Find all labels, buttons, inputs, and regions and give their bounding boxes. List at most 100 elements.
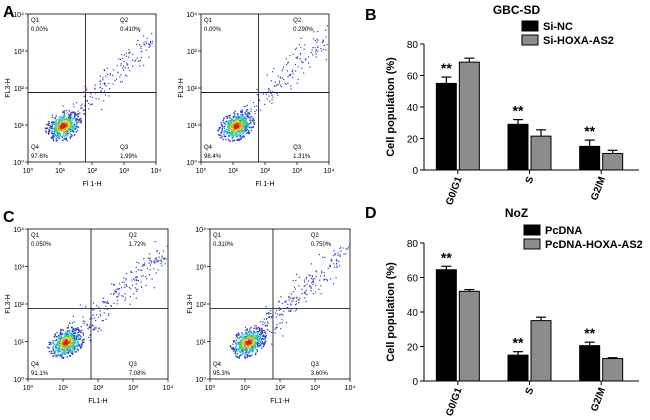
- scatter-point: [279, 314, 281, 316]
- density-point: [258, 338, 260, 340]
- scatter-point: [95, 326, 97, 328]
- density-point: [60, 339, 62, 341]
- density-point: [240, 110, 242, 112]
- density-point: [230, 347, 233, 349]
- density-point: [260, 344, 262, 346]
- density-point: [243, 340, 245, 342]
- scatter-point: [100, 90, 102, 92]
- scatter-point: [264, 324, 266, 326]
- density-point: [67, 121, 69, 124]
- scatter-point: [92, 302, 95, 304]
- bar: [458, 61, 480, 171]
- density-point: [54, 128, 56, 131]
- density-point: [243, 338, 246, 341]
- density-point: [59, 333, 61, 336]
- scatter-point: [320, 293, 322, 295]
- scatter-point: [317, 39, 319, 41]
- density-point: [238, 127, 240, 129]
- density-point: [245, 334, 247, 336]
- density-point: [64, 133, 66, 136]
- density-point: [224, 123, 226, 125]
- density-point: [251, 347, 254, 349]
- density-point: [233, 129, 235, 131]
- scatter-point: [270, 80, 272, 82]
- scatter-point: [136, 276, 138, 278]
- density-point: [237, 119, 240, 121]
- scatter-point: [124, 293, 126, 295]
- density-point: [239, 350, 242, 353]
- scatter-point: [279, 313, 281, 315]
- density-point: [232, 126, 235, 128]
- scatter-point: [89, 325, 91, 328]
- scatter-point: [125, 55, 127, 57]
- density-point: [228, 134, 230, 137]
- scatter-point: [333, 263, 335, 265]
- density-point: [73, 328, 75, 330]
- density-point: [72, 112, 75, 114]
- scatter-point: [140, 286, 143, 288]
- scatter-point: [315, 270, 317, 272]
- density-point: [248, 132, 251, 134]
- scatter-point: [75, 338, 77, 340]
- scatter-point: [100, 87, 102, 89]
- density-point: [234, 118, 237, 120]
- density-point: [57, 133, 59, 136]
- scatter-point: [166, 245, 168, 247]
- density-point: [58, 342, 60, 344]
- scatter-point: [249, 119, 251, 121]
- scatter-point: [348, 244, 351, 246]
- density-point: [255, 337, 258, 340]
- density-point: [244, 349, 246, 351]
- density-point: [243, 336, 245, 339]
- density-point: [73, 124, 75, 126]
- density-point: [59, 118, 61, 120]
- scatter-point: [294, 288, 296, 290]
- quadrant-value: 7.08%: [129, 371, 147, 377]
- scatter-point: [345, 253, 347, 255]
- density-point: [61, 125, 63, 128]
- bar: [530, 135, 552, 171]
- scatter-point: [304, 59, 306, 61]
- density-point: [56, 125, 59, 127]
- scatter-point: [79, 112, 81, 114]
- scatter-point: [283, 310, 285, 312]
- density-point: [53, 127, 56, 130]
- scatter-point: [106, 67, 108, 69]
- scatter-point: [139, 59, 141, 62]
- significance-label: **: [513, 103, 524, 119]
- scatter-point: [116, 65, 118, 67]
- scatter-point: [85, 306, 87, 308]
- scatter-point: [84, 321, 86, 323]
- density-point: [221, 136, 223, 138]
- scatter-point: [121, 54, 123, 56]
- y-tick-label: 10³: [14, 265, 25, 272]
- density-point: [241, 119, 243, 121]
- scatter-point: [347, 246, 349, 248]
- scatter-point: [324, 278, 326, 280]
- scatter-point: [295, 307, 297, 309]
- density-point: [56, 344, 58, 347]
- density-point: [253, 337, 256, 339]
- scatter-point: [286, 70, 288, 72]
- density-point: [54, 334, 56, 336]
- density-point: [242, 338, 244, 340]
- density-point: [64, 347, 67, 349]
- scatter-point: [334, 254, 336, 256]
- scatter-point: [135, 278, 137, 281]
- scatter-point: [271, 102, 273, 104]
- density-point: [245, 124, 247, 127]
- scatter-point: [160, 259, 162, 261]
- density-point: [55, 115, 57, 117]
- density-point: [249, 346, 251, 348]
- scatter-point: [287, 303, 289, 305]
- density-point: [77, 349, 80, 351]
- scatter-point: [273, 67, 275, 70]
- legend-swatch: [521, 20, 539, 32]
- scatter-point: [306, 294, 308, 296]
- scatter-point: [260, 321, 262, 323]
- scatter-point: [290, 308, 293, 310]
- scatter-point: [280, 328, 282, 330]
- density-point: [257, 334, 259, 336]
- density-point: [66, 337, 69, 339]
